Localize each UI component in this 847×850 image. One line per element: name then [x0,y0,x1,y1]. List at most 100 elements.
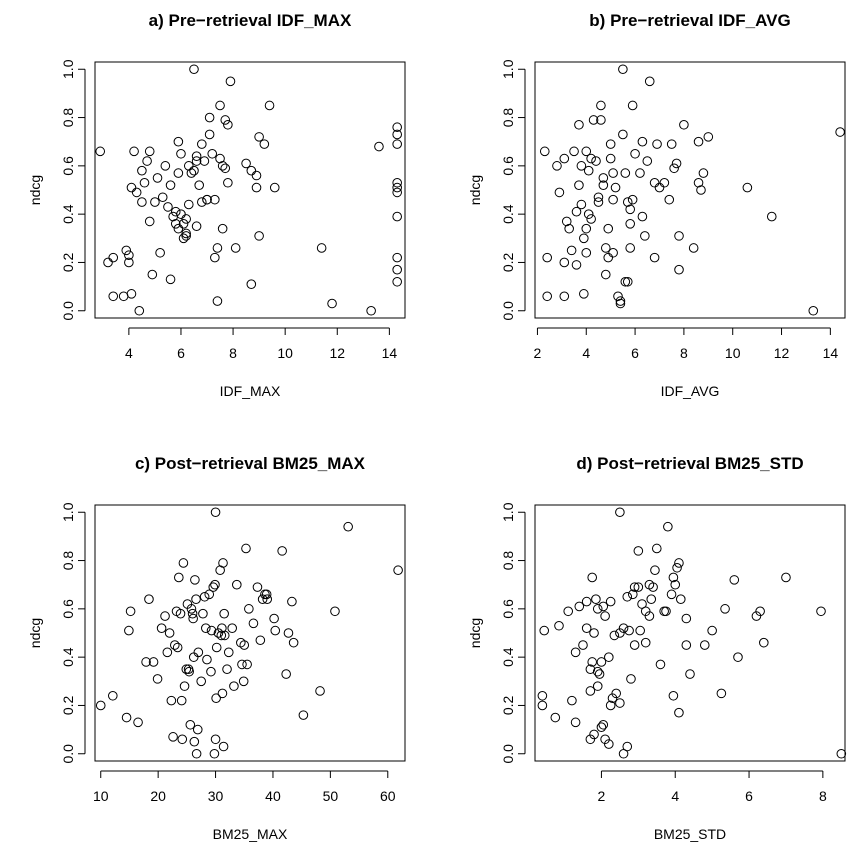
data-point [592,681,603,691]
data-point [170,219,181,229]
data-point [150,197,160,207]
data-point [162,647,173,658]
x-tick-label: 40 [265,788,281,804]
data-point [670,579,681,590]
data-point [583,165,594,176]
data-point [559,153,570,164]
data-point [668,690,679,701]
data-point [152,173,163,183]
data-point [781,572,791,583]
data-point [191,156,202,166]
data-point [681,640,692,650]
data-point [625,219,635,229]
data-point [585,686,596,696]
data-point [172,642,183,653]
data-point [603,223,614,234]
data-point [179,681,190,691]
data-point [537,690,548,701]
y-tick-label: 1.0 [60,502,76,522]
data-point [596,100,606,111]
data-point [125,606,136,617]
data-point [618,623,629,633]
data-point [163,202,173,212]
plot-frame [94,504,406,762]
x-tick-label: 2 [598,788,606,804]
data-point [160,161,171,171]
data-point [281,669,291,679]
data-point [236,637,246,648]
data-point [583,209,594,219]
data-point [222,664,232,675]
data-point [596,115,606,125]
data-point [609,630,620,641]
data-point [288,637,299,648]
data-point [229,681,239,691]
x-tick-label: 60 [380,788,396,804]
data-point [649,252,660,263]
data-point [95,146,106,157]
data-point [316,243,327,253]
data-point [175,608,186,619]
data-point [655,659,666,670]
chart-panel-bm25-std: d) Post−retrieval BM25_STD 2 4 6 8 0.0 0.2 0.4 0… [467,454,847,842]
data-point [315,686,325,696]
data-point [559,257,570,268]
data-point [569,146,579,157]
data-point [659,606,669,617]
data-point [642,156,653,166]
data-point [231,579,242,590]
data-point [199,591,210,602]
data-point [181,664,192,675]
data-point [622,197,633,207]
data-point [672,562,682,573]
data-point [615,507,625,518]
data-point [196,676,207,687]
data-point [605,700,616,711]
data-point [124,257,134,268]
data-point [144,594,154,604]
data-point [216,630,227,641]
data-point [246,165,257,176]
data-point [604,652,614,662]
data-point [197,197,207,207]
data-point [666,139,677,149]
data-point [693,136,704,147]
data-point [126,289,137,299]
data-point [190,575,200,585]
y-tick-label: 0.0 [500,301,516,321]
data-point [186,168,197,178]
data-point [207,148,218,159]
x-tick-label: 14 [382,345,398,361]
data-point [327,298,337,309]
data-point [593,192,604,203]
data-point [574,180,584,190]
data-point [251,170,262,181]
data-point [137,197,147,207]
data-point [191,748,202,759]
data-point [392,122,402,133]
chart-title: d) Post−retrieval BM25_STD [576,454,803,473]
data-point [626,674,636,684]
data-point [191,221,202,232]
data-point [698,168,709,178]
data-point [220,115,231,125]
data-point [176,695,187,706]
data-point [164,628,175,638]
data-point [169,640,180,650]
chart-panel-idf-avg: b) Pre−retrieval IDF_AVG 2 4 6 8 10 12 14 0.0 0.2… [467,11,846,399]
data-point [566,245,577,256]
data-point [215,153,225,164]
data-point [287,596,297,607]
data-point [629,640,640,650]
y-axis-label: ndcg [467,175,483,205]
x-tick-label: 10 [93,788,109,804]
x-axis-label: IDF_AVG [661,383,720,399]
data-point [204,112,215,123]
data-point [664,194,675,205]
data-point [640,606,651,617]
data-point [598,173,609,183]
data-point [261,589,272,600]
data-point [212,243,223,253]
data-point [550,712,561,723]
data-point [262,594,273,604]
